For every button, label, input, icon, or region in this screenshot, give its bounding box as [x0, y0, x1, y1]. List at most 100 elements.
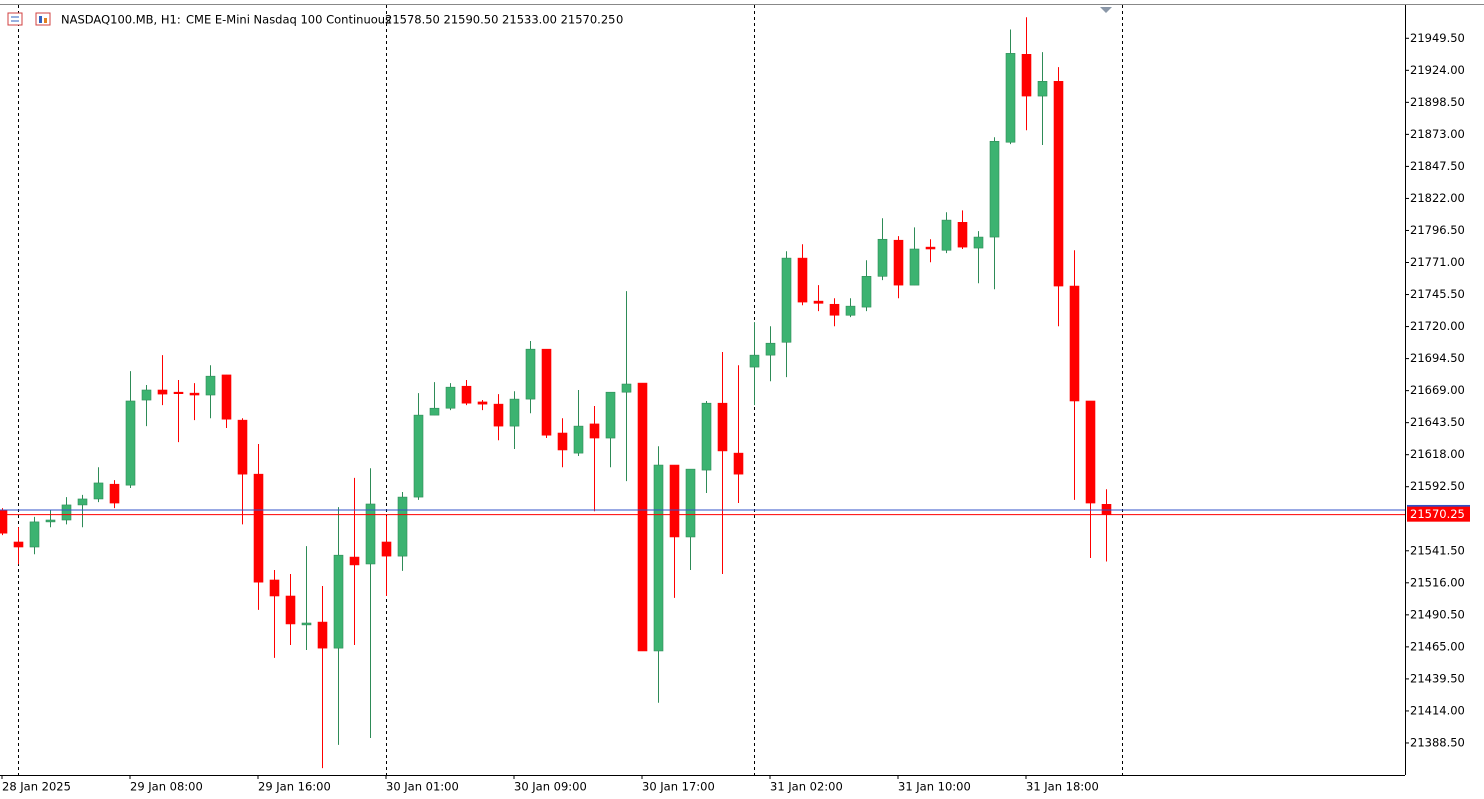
icon-bar — [39, 16, 42, 23]
candle-body — [397, 496, 408, 557]
candle-body — [733, 452, 744, 475]
y-tick-label: 21643.50 — [1410, 415, 1465, 429]
description: CME E-Mini Nasdaq 100 Continuous — [186, 13, 391, 27]
candle-body — [621, 383, 632, 393]
candle-body — [77, 498, 88, 506]
candle-body — [605, 391, 616, 439]
candle-body — [1021, 54, 1032, 97]
x-tick-label: 29 Jan 16:00 — [258, 780, 331, 794]
candle-body — [653, 464, 664, 652]
candle-body — [717, 402, 728, 452]
candle-body — [477, 401, 488, 405]
candle-body — [989, 140, 1000, 238]
candle-body — [909, 248, 920, 286]
candle-body — [669, 464, 680, 538]
candle-body — [845, 305, 856, 316]
candle-body — [93, 482, 104, 500]
last-price-box — [1407, 506, 1470, 522]
candle-body — [349, 556, 360, 566]
y-tick-label: 21669.00 — [1410, 383, 1465, 397]
y-tick-label: 21541.50 — [1410, 543, 1465, 557]
y-tick-label: 21949.50 — [1410, 31, 1465, 45]
candle-body — [701, 402, 712, 471]
candle-body — [205, 375, 216, 396]
x-tick-label: 30 Jan 17:00 — [642, 780, 715, 794]
x-tick-label: 30 Jan 09:00 — [514, 780, 587, 794]
last-price-label: 21570.25 — [1410, 507, 1465, 521]
candle-body — [29, 521, 40, 548]
candle-body — [941, 219, 952, 251]
candle-body — [829, 303, 840, 316]
y-tick-label: 21439.50 — [1410, 671, 1465, 685]
candle-body — [1037, 81, 1048, 97]
candle-body — [509, 398, 520, 427]
candle-body — [61, 504, 72, 521]
candle-body — [589, 423, 600, 439]
candle-body — [0, 509, 8, 534]
candle-body — [973, 236, 984, 249]
candle-body — [461, 385, 472, 404]
candle-body — [365, 503, 376, 565]
candle-body — [861, 276, 872, 308]
x-tick-label: 31 Jan 02:00 — [770, 780, 843, 794]
candle-body — [445, 386, 456, 409]
candle-body — [957, 222, 968, 248]
y-tick-label: 21618.00 — [1410, 447, 1465, 461]
icon — [35, 12, 51, 26]
candle-body — [1069, 285, 1080, 402]
y-tick-label: 21592.50 — [1410, 479, 1465, 493]
icon-bar — [44, 18, 47, 23]
candle-body — [797, 257, 808, 303]
candle-body — [541, 348, 552, 436]
candle-body — [925, 246, 936, 250]
y-tick-label: 21720.00 — [1410, 319, 1465, 333]
candle-body — [173, 391, 184, 394]
x-tick-label: 31 Jan 18:00 — [1026, 780, 1099, 794]
candle-body — [141, 389, 152, 401]
y-tick-label: 21490.50 — [1410, 607, 1465, 621]
y-tick-label: 21745.50 — [1410, 287, 1465, 301]
candle-body — [381, 541, 392, 557]
volume: 0 — [616, 13, 623, 27]
candle-body — [781, 257, 792, 343]
y-tick-label: 21771.00 — [1410, 255, 1465, 269]
candle-body — [413, 414, 424, 498]
quote: 21578.50 21590.50 21533.00 21570.25 — [385, 13, 615, 27]
candle-body — [893, 239, 904, 286]
y-tick-label: 21465.00 — [1410, 639, 1465, 653]
y-tick-label: 21898.50 — [1410, 95, 1465, 109]
candle-body — [253, 473, 264, 583]
candle-body — [109, 483, 120, 504]
candle-body — [221, 374, 232, 420]
symbol: NASDAQ100.MB, H1: — [61, 13, 181, 27]
candle-body — [749, 354, 760, 368]
candle-body — [269, 579, 280, 597]
icon — [7, 12, 23, 26]
y-tick-label: 21847.50 — [1410, 159, 1465, 173]
candle-body — [1053, 81, 1064, 287]
candle-body — [573, 425, 584, 454]
y-tick-label: 21796.50 — [1410, 223, 1465, 237]
candle-body — [13, 541, 24, 548]
candle-body — [429, 407, 440, 416]
candle-body — [333, 554, 344, 649]
candle-body — [1085, 400, 1096, 504]
y-tick-label: 21516.00 — [1410, 575, 1465, 589]
candle-body — [285, 595, 296, 625]
x-tick-label: 30 Jan 01:00 — [386, 780, 459, 794]
candle-body — [157, 389, 168, 395]
candle-body — [1005, 53, 1016, 143]
shift-marker — [1100, 7, 1112, 13]
candle-body — [685, 468, 696, 538]
candle-body — [765, 342, 776, 356]
x-tick-label: 31 Jan 10:00 — [898, 780, 971, 794]
y-tick-label: 21873.00 — [1410, 127, 1465, 141]
candle-body — [317, 621, 328, 649]
candle-body — [125, 400, 136, 486]
candle-body — [557, 432, 568, 451]
y-tick-label: 21414.00 — [1410, 703, 1465, 717]
candle-body — [493, 403, 504, 427]
candle-body — [637, 382, 648, 652]
